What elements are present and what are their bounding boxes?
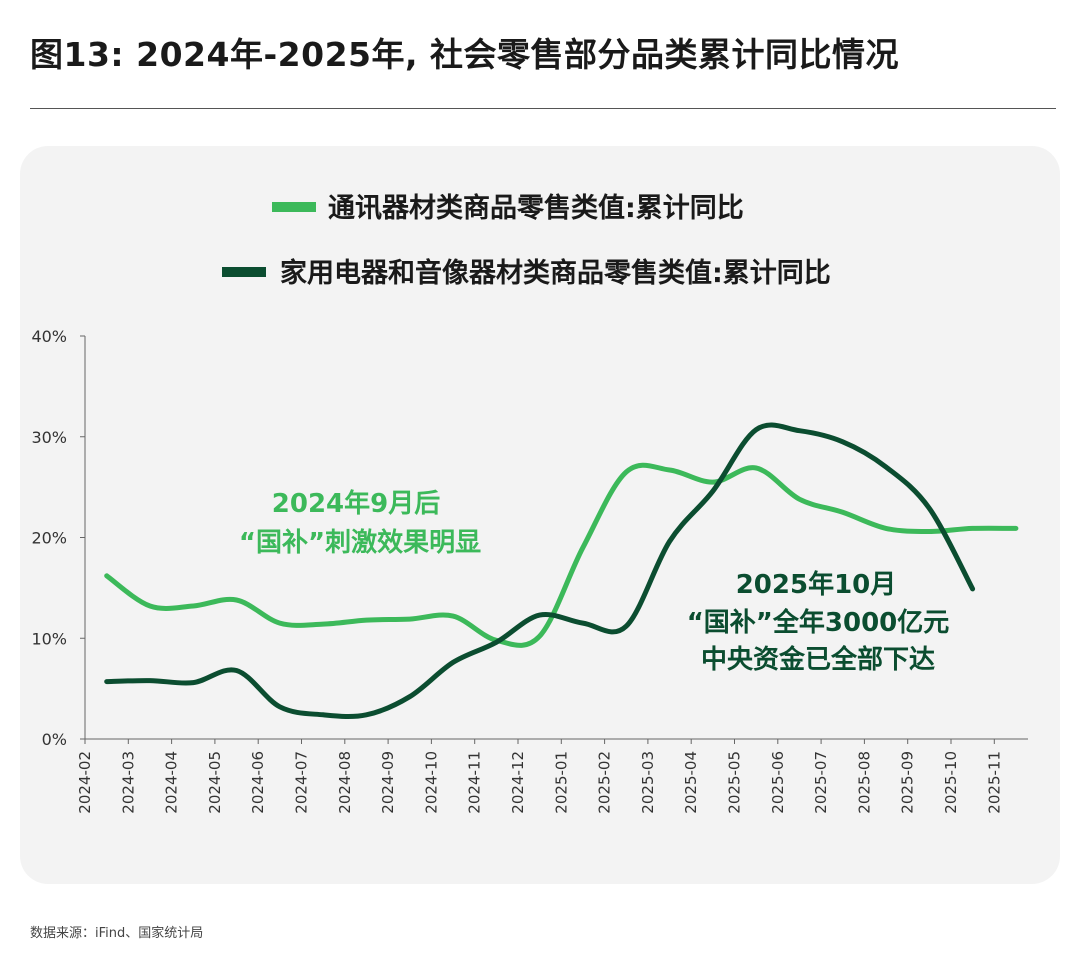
x-tick-label: 2024-02: [76, 751, 94, 814]
x-tick-label: 2024-07: [293, 751, 311, 814]
x-tick-label: 2025-01: [552, 751, 570, 814]
y-tick-label: 10%: [31, 629, 67, 648]
x-tick-label: 2025-03: [639, 751, 657, 814]
x-tick-label: 2024-09: [379, 751, 397, 814]
x-tick-label: 2024-12: [509, 751, 527, 814]
series-line-communication: [104, 462, 1019, 648]
annotation-right-line3: 中央资金已全部下达: [701, 644, 935, 675]
x-tick-label: 2025-09: [899, 751, 917, 814]
x-tick-label: 2025-04: [682, 751, 700, 814]
chart-panel: [20, 146, 1060, 884]
title-divider: [30, 108, 1056, 109]
x-tick-label: 2024-04: [163, 751, 181, 814]
x-tick-label: 2025-02: [596, 751, 614, 814]
series-line-appliances: [104, 422, 976, 719]
y-tick-label: 30%: [31, 428, 67, 447]
chart-axes: 0% 10% 20% 30% 40% 2024-02 2024-03 2024-04 2024-…: [31, 327, 1028, 814]
annotation-left-line2: “国补”刺激效果明显: [239, 527, 481, 558]
source-note: 数据来源：iFind、国家统计局: [30, 926, 204, 941]
x-tick-label: 2025-05: [726, 751, 744, 814]
x-tick-label: 2024-08: [336, 751, 354, 814]
x-tick-label: 2025-06: [769, 751, 787, 814]
x-tick-label: 2025-07: [812, 751, 830, 814]
chart-annotations: 2024年9月后 “国补”刺激效果明显 2025年10月 “国补”全年3000亿…: [239, 488, 949, 675]
legend-label-1: 通讯器材类商品零售类值:累计同比: [328, 192, 744, 224]
x-tick-label: 2024-11: [466, 751, 484, 814]
y-tick-label: 40%: [31, 327, 67, 346]
x-tick-label: 2024-06: [249, 751, 267, 814]
y-tick-label: 20%: [31, 529, 67, 548]
page-title: 图13: 2024年-2025年, 社会零售部分品类累计同比情况: [30, 35, 900, 74]
legend-label-2: 家用电器和音像器材类商品零售类值:累计同比: [280, 257, 831, 289]
annotation-right-line2: “国补”全年3000亿元: [687, 607, 950, 638]
x-tick-label: 2025-11: [985, 751, 1003, 814]
annotation-right-line1: 2025年10月: [736, 569, 897, 600]
annotation-left-line1: 2024年9月后: [272, 488, 440, 519]
x-tick-label: 2024-03: [119, 751, 137, 814]
x-tick-label: 2024-10: [422, 751, 440, 814]
y-tick-label: 0%: [42, 730, 67, 749]
chart-series: [104, 422, 1019, 719]
x-tick-label: 2024-05: [206, 751, 224, 814]
x-tick-label: 2025-08: [855, 751, 873, 814]
x-tick-label: 2025-10: [942, 751, 960, 814]
